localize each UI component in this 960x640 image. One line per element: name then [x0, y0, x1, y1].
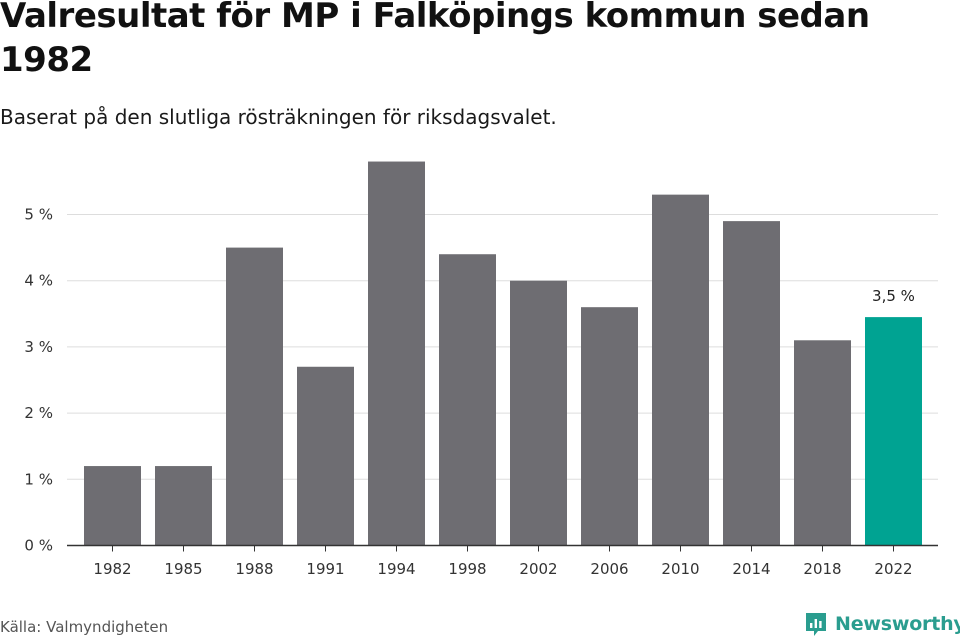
bar-2006	[581, 307, 638, 546]
bar-1998	[439, 254, 496, 546]
x-tick-label: 1991	[306, 560, 344, 578]
x-tick-label: 2022	[874, 560, 912, 578]
bar-1988	[226, 247, 283, 546]
x-tick-label: 2002	[519, 560, 557, 578]
brand-name: Newsworthy	[835, 613, 960, 635]
bar-2018	[794, 340, 851, 546]
newsworthy-logo-icon	[806, 613, 826, 636]
y-tick-label: 5 %	[24, 206, 53, 224]
x-tick-label: 1985	[164, 560, 202, 578]
bar-2022	[865, 317, 922, 546]
bar-2002	[510, 280, 567, 546]
x-tick-label: 2006	[590, 560, 628, 578]
x-tick-label: 1994	[377, 560, 415, 578]
bar-1991	[297, 366, 354, 546]
gridlines	[67, 214, 938, 480]
bar-1982	[84, 466, 141, 546]
bar-2014	[723, 221, 780, 546]
x-tick-label: 2018	[803, 560, 841, 578]
annotations: 3,5 %	[872, 287, 915, 305]
x-tick-label: 2010	[661, 560, 699, 578]
bars	[84, 161, 922, 546]
data-label-2022: 3,5 %	[872, 287, 915, 305]
y-tick-label: 2 %	[24, 404, 53, 422]
bar-1985	[155, 466, 212, 546]
y-axis-ticks: 0 % 1 % 2 % 3 % 4 % 5 %	[24, 206, 53, 555]
x-tick-label: 1982	[93, 560, 131, 578]
x-tick-label: 1988	[235, 560, 273, 578]
source-note: Källa: Valmyndigheten	[0, 618, 169, 636]
bar-2010	[652, 194, 709, 546]
bar-1994	[368, 161, 425, 546]
y-tick-label: 3 %	[24, 338, 53, 356]
chart-title: Valresultat för MP i Falköpings kommun s…	[0, 0, 870, 80]
y-tick-label: 4 %	[24, 272, 53, 290]
chart-subtitle: Baserat på den slutliga rösträkningen fö…	[0, 105, 557, 129]
y-tick-label: 0 %	[24, 537, 53, 555]
x-tick-label: 2014	[732, 560, 770, 578]
brand-logo[interactable]: Newsworthy	[804, 608, 960, 640]
x-tick-label: 1998	[448, 560, 486, 578]
y-tick-label: 1 %	[24, 470, 53, 488]
x-axis-ticks: 1982 1985 1988 1991 1994 1998 2002 2006 2010 2014…	[93, 545, 913, 578]
